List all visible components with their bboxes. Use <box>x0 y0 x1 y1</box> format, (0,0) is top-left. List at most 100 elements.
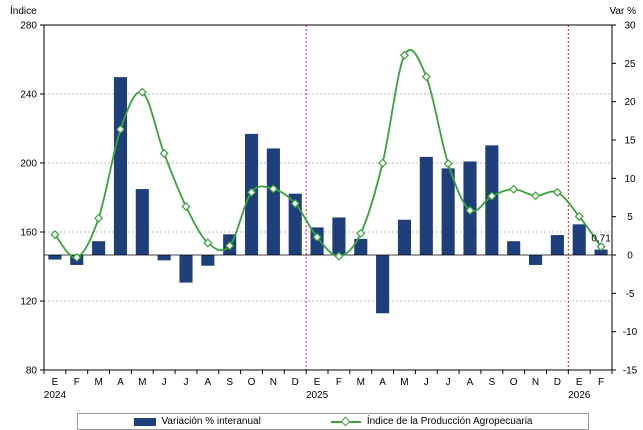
right-tick-label: 25 <box>624 59 636 70</box>
line-point <box>115 124 125 134</box>
legend-label-line: Índice de la Producción Agropecuaria <box>366 416 533 427</box>
line-point <box>596 242 606 252</box>
line-point <box>181 201 191 211</box>
bar-mark <box>572 224 586 255</box>
bar-mark <box>201 255 215 266</box>
x-tick-label: E <box>576 377 583 388</box>
x-tick-label: J <box>184 377 189 388</box>
line-point <box>225 241 235 251</box>
legend-line-swatch <box>330 417 361 427</box>
x-tick-label: A <box>467 377 474 388</box>
x-tick-label: S <box>489 377 496 388</box>
bar-mark <box>376 255 390 314</box>
right-tick-label: -5 <box>626 289 635 300</box>
bar-mark <box>419 156 433 255</box>
line-point <box>399 50 409 60</box>
line-point <box>443 159 453 169</box>
year-label: 2024 <box>44 390 67 401</box>
bar-mark <box>528 255 543 265</box>
right-tick-label: -10 <box>623 327 638 338</box>
line-point <box>378 158 388 168</box>
left-tick-label: 200 <box>20 159 37 170</box>
right-tick-label: 10 <box>624 174 636 185</box>
line-point <box>465 205 475 215</box>
legend-bar-swatch <box>133 417 156 426</box>
line-point <box>509 184 519 194</box>
left-tick-label: 240 <box>20 90 37 101</box>
left-tick-label: 120 <box>20 297 37 308</box>
line-point <box>290 199 300 209</box>
year-label: 2026 <box>568 390 591 401</box>
line-point <box>50 230 60 240</box>
right-tick-label: 30 <box>624 21 636 32</box>
line-point <box>356 228 366 238</box>
legend-label-bars: Variación % interanual <box>161 416 261 427</box>
x-tick-label: D <box>292 377 299 388</box>
left-tick-label: 160 <box>20 228 37 239</box>
line-point <box>94 213 104 223</box>
x-tick-label: F <box>598 377 604 388</box>
x-tick-label: E <box>314 377 321 388</box>
line-point <box>487 191 497 201</box>
line-point <box>421 72 431 82</box>
line-point <box>137 87 147 97</box>
x-tick-label: N <box>270 377 277 388</box>
x-tick-label: J <box>162 377 167 388</box>
data-label: 0,71 <box>591 234 611 245</box>
x-tick-label: J <box>424 377 429 388</box>
x-tick-label: O <box>510 377 518 388</box>
x-tick-label: O <box>248 377 256 388</box>
bar-mark <box>332 217 346 255</box>
bar-mark <box>135 189 149 255</box>
x-tick-label: S <box>226 377 233 388</box>
bar-mark <box>179 255 193 283</box>
legend: Variación % interanual Índice de la Prod… <box>77 413 589 430</box>
bar-mark <box>113 77 128 255</box>
x-tick-label: A <box>205 377 212 388</box>
x-tick-label: A <box>117 377 124 388</box>
left-axis-title: Índice <box>10 4 37 17</box>
right-tick-label: 0 <box>627 251 633 262</box>
bar-mark <box>354 238 368 255</box>
line-point <box>552 187 562 197</box>
left-tick-label: 280 <box>20 21 37 32</box>
plot-frame <box>43 24 613 371</box>
x-tick-label: E <box>52 377 59 388</box>
bar-mark <box>397 219 412 255</box>
x-tick-label: M <box>94 377 102 388</box>
bar-mark <box>507 241 521 255</box>
bar-mark <box>550 235 564 255</box>
x-tick-label: A <box>379 377 386 388</box>
x-tick-label: J <box>446 377 451 388</box>
x-tick-label: M <box>357 377 365 388</box>
x-tick-label: M <box>138 377 146 388</box>
line-point <box>159 148 169 159</box>
line-point <box>312 232 322 242</box>
legend-item-line: Índice de la Producción Agropecuaria <box>330 416 533 427</box>
line-point <box>334 251 344 261</box>
right-tick-label: 20 <box>624 97 636 108</box>
bar-mark <box>157 255 171 261</box>
bar-mark <box>441 168 455 255</box>
x-tick-label: F <box>74 377 80 388</box>
bar-mark <box>594 249 608 255</box>
right-tick-label: 5 <box>627 212 633 223</box>
line-point <box>72 253 82 263</box>
x-tick-label: N <box>532 377 539 388</box>
line-point <box>268 184 278 194</box>
bar-mark <box>266 148 280 255</box>
x-tick-label: M <box>400 377 408 388</box>
right-tick-label: -15 <box>623 366 638 377</box>
legend-item-bars: Variación % interanual <box>133 416 261 427</box>
bar-mark <box>48 255 62 260</box>
x-tick-label: F <box>336 377 342 388</box>
right-tick-label: 15 <box>624 136 636 147</box>
line-point <box>203 238 213 248</box>
left-tick-label: 80 <box>26 366 38 377</box>
line-point <box>574 211 584 222</box>
right-axis-title: Var % <box>610 6 637 17</box>
line-point <box>247 187 257 197</box>
x-tick-label: D <box>554 377 561 388</box>
line-point <box>531 191 541 201</box>
